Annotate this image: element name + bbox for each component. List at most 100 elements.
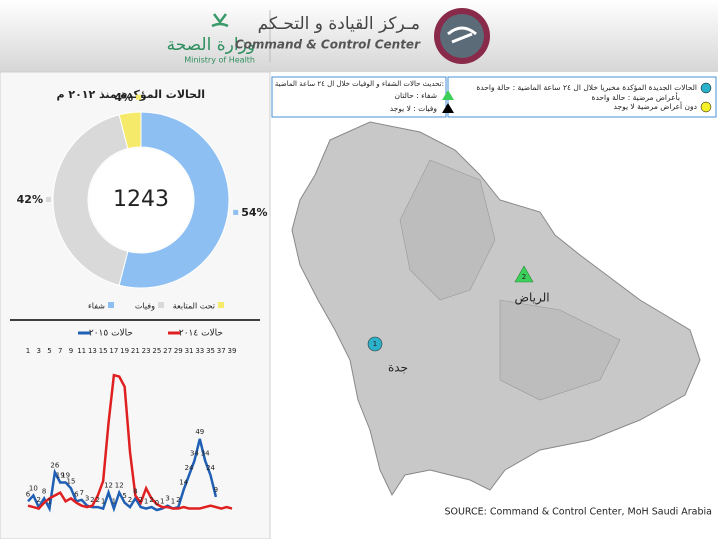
x-tick-label: 21 xyxy=(131,347,140,355)
city-label: جدة xyxy=(388,361,408,375)
data-label: 5 xyxy=(122,492,126,500)
data-label: 3 xyxy=(165,495,169,503)
data-label: 14 xyxy=(179,479,188,487)
legend-label: شفاء xyxy=(88,302,105,311)
legend-swatch xyxy=(218,302,224,308)
data-label: 26 xyxy=(50,461,59,469)
data-label: 1 xyxy=(160,498,164,506)
data-label: 9 xyxy=(214,486,218,494)
data-label: 54% xyxy=(241,206,267,219)
series-line xyxy=(27,438,218,513)
x-tick-label: 37 xyxy=(217,347,226,355)
data-label: 1 xyxy=(112,498,116,506)
legend-label: حالات ٢٠١٤ xyxy=(179,329,223,339)
center-logo xyxy=(434,8,490,64)
new-case-icon xyxy=(700,82,712,94)
death-icon xyxy=(442,103,454,113)
x-tick-label: 23 xyxy=(142,347,151,355)
data-label: 2 xyxy=(96,496,100,504)
data-label: 2 xyxy=(176,496,180,504)
data-label: 3 xyxy=(85,495,89,503)
map-regions xyxy=(399,159,621,401)
city-label: الرياض xyxy=(514,291,549,306)
x-tick-label: 35 xyxy=(206,347,215,355)
data-label: 2 xyxy=(37,496,41,504)
data-label: 1 xyxy=(144,498,148,506)
legend-label: تحت المتابعة xyxy=(173,302,215,311)
data-label: 12 xyxy=(104,482,113,490)
data-label: 8 xyxy=(42,487,46,495)
asymptomatic-icon xyxy=(700,101,712,113)
recovery-box xyxy=(271,76,447,118)
data-label: 0 xyxy=(155,499,159,507)
x-tick-label: 39 xyxy=(228,347,237,355)
donut-slice xyxy=(118,111,142,150)
asymptomatic-text: دون أعراض مرضية لا يوجد xyxy=(614,101,697,111)
data-label: 1 xyxy=(171,498,175,506)
data-label: 34 xyxy=(201,450,210,458)
data-label: 6 xyxy=(74,490,79,498)
recovery-icon xyxy=(442,90,454,100)
symptomatic-text: بأعراض مرضية : حالة واحدة xyxy=(592,92,680,102)
label-swatch xyxy=(136,94,142,100)
x-tick-label: 3 xyxy=(37,347,41,355)
marker-jeddah xyxy=(367,336,383,352)
data-label: 10 xyxy=(29,485,38,493)
donut-slice xyxy=(118,111,230,289)
donut-hole xyxy=(89,148,193,252)
source: SOURCE: Command & Control Center, MoH Sa… xyxy=(444,507,712,518)
data-label: 2 xyxy=(149,496,153,504)
data-label: 8 xyxy=(133,487,137,495)
data-label: 24 xyxy=(206,464,215,472)
legend-swatch xyxy=(158,302,164,308)
data-label: 6 xyxy=(26,490,31,498)
header-bg xyxy=(0,0,718,72)
data-label: 7 xyxy=(79,489,83,497)
data-label: 1 xyxy=(47,498,51,506)
data-label: 49 xyxy=(195,428,204,436)
data-label: 2 xyxy=(90,496,94,504)
x-tick-label: 9 xyxy=(69,347,73,355)
marker-label: 2 xyxy=(522,273,526,281)
data-label: 2 xyxy=(139,496,143,504)
label-swatch xyxy=(46,197,51,202)
x-tick-label: 7 xyxy=(58,347,62,355)
center-label: 1243 xyxy=(113,187,169,212)
map-country xyxy=(291,121,701,497)
legend-label: وفيات xyxy=(135,302,155,311)
data-label: 42% xyxy=(17,193,43,206)
x-tick-label: 19 xyxy=(120,347,129,355)
legend-label: حالات ٢٠١٥ xyxy=(89,329,133,339)
data-label: 19 xyxy=(61,471,70,479)
label-swatch xyxy=(233,209,239,215)
chart-title: الحالات المؤكدة منذ ٢٠١٢ م xyxy=(56,88,205,101)
x-tick-label: 15 xyxy=(99,347,108,355)
donut-slice xyxy=(52,114,129,286)
data-label: 12 xyxy=(115,482,124,490)
x-tick-label: 1 xyxy=(26,347,30,355)
x-tick-label: 11 xyxy=(77,347,86,355)
data-label: 1 xyxy=(101,498,105,506)
center-name-en: Command & Control Center xyxy=(235,38,421,52)
data-label: 34 xyxy=(190,450,199,458)
x-tick-label: 31 xyxy=(185,347,194,355)
ministry-name: وزارة الصحة xyxy=(167,35,255,55)
ministry-name-en: Ministry of Health xyxy=(184,56,255,65)
x-tick-label: 33 xyxy=(195,347,204,355)
new-cases-text: الحالات الجديدة المؤكدة مخبريا خلال ال ٢… xyxy=(476,83,697,92)
ministry-logo xyxy=(211,13,229,28)
x-tick-label: 13 xyxy=(88,347,97,355)
deaths-text: وفيات : لا يوجد xyxy=(390,104,438,113)
marker-riyadh xyxy=(514,265,534,283)
series-line xyxy=(27,373,233,510)
x-tick-label: 25 xyxy=(152,347,161,355)
legend-swatch xyxy=(108,302,114,308)
data-label: 24 xyxy=(185,464,194,472)
center-name: مـركز القيادة و التحـكم xyxy=(258,14,420,34)
data-label: 15 xyxy=(66,477,75,485)
x-tick-label: 27 xyxy=(163,347,172,355)
data-label: 19 xyxy=(56,471,65,479)
data-label: 2 xyxy=(128,496,132,504)
marker-label: 1 xyxy=(373,340,377,348)
x-tick-label: 29 xyxy=(174,347,183,355)
